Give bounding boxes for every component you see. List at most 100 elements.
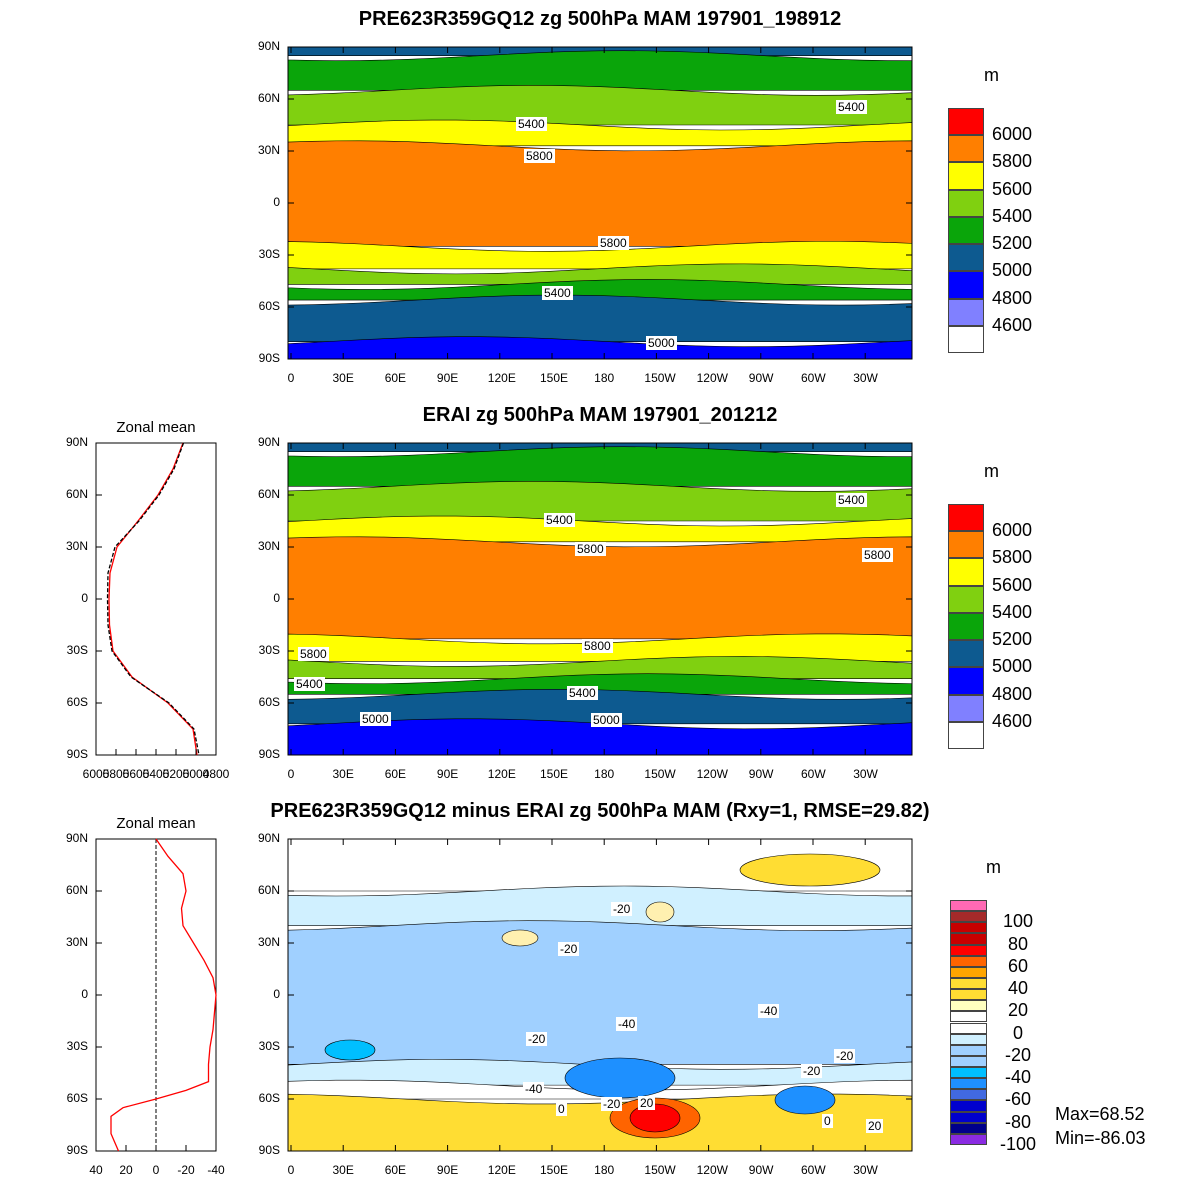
lat-tick-label: 30N <box>257 935 280 949</box>
lon-tick-label: 90W <box>748 1163 774 1177</box>
zonal-mean-plot <box>95 442 217 756</box>
anomaly-blob <box>645 901 675 923</box>
contour-band <box>287 263 913 285</box>
contour-label: -20 <box>834 1049 856 1063</box>
colorbar-label: 6000 <box>992 520 1033 541</box>
lon-tick-label: 180 <box>594 767 615 781</box>
colorbar-label: 5600 <box>992 574 1033 595</box>
lon-tick-label: 60E <box>384 1163 407 1177</box>
colorbar-label: 4800 <box>992 287 1033 308</box>
zonal-x-tick-label: 20 <box>119 1163 133 1177</box>
lat-tick-label: 60S <box>258 695 280 709</box>
colorbar-label: -100 <box>999 1134 1037 1154</box>
zonal-lat-tick-label: 90N <box>65 435 88 449</box>
contour-band <box>287 536 913 640</box>
contour-label: 5400 <box>836 493 867 507</box>
lon-tick-label: 120W <box>696 767 728 781</box>
colorbar-swatch <box>948 216 984 245</box>
zonal-lat-tick-label: 0 <box>81 987 88 1001</box>
contour-label: -20 <box>558 942 580 956</box>
colorbar-unit: m <box>984 65 999 85</box>
lat-tick-label: 90S <box>258 1143 280 1157</box>
contour-label: 5400 <box>544 513 575 527</box>
colorbar-label: 6000 <box>992 124 1033 145</box>
colorbar-swatch <box>948 244 984 272</box>
contour-band <box>287 50 913 91</box>
anomaly-blob <box>739 853 881 887</box>
colorbar-label: 5200 <box>992 233 1033 254</box>
contour-label: -40 <box>523 1082 545 1096</box>
lon-tick-label: 60E <box>384 371 407 385</box>
panel-title: PRE623R359GQ12 zg 500hPa MAM 197901_1989… <box>358 8 842 30</box>
zonal-mean-obs-line <box>106 442 200 756</box>
contour-label: 5400 <box>294 677 325 691</box>
colorbar-label: 5800 <box>992 151 1033 172</box>
colorbar-swatch <box>950 900 987 912</box>
contour-label: 5800 <box>575 542 606 556</box>
lon-tick-label: 60W <box>801 767 826 781</box>
colorbar-swatch <box>950 922 987 934</box>
colorbar-swatch <box>950 1133 987 1145</box>
contour-label: 5800 <box>582 639 613 653</box>
colorbar-swatch <box>948 189 984 217</box>
colorbar-swatch <box>950 944 987 956</box>
lat-tick-label: 60S <box>258 299 280 313</box>
lon-tick-label: 120W <box>696 371 728 385</box>
colorbar-label: 0 <box>1012 1022 1023 1043</box>
colorbar-swatch <box>948 108 984 136</box>
contour-label: 5800 <box>524 149 555 163</box>
lon-tick-label: 180 <box>594 371 615 385</box>
zonal-frame <box>95 442 217 756</box>
zonal-x-tick-label: -40 <box>207 1163 225 1177</box>
anomaly-blob <box>564 1057 676 1099</box>
max-stat: Max=68.52 <box>1055 1104 1145 1124</box>
contour-label: -40 <box>616 1017 638 1031</box>
colorbar-swatch <box>950 1089 987 1101</box>
colorbar-label: -20 <box>1004 1044 1031 1065</box>
lat-tick-label: 90S <box>258 351 280 365</box>
colorbar-swatch <box>950 955 987 967</box>
lon-tick-label: 90E <box>436 1163 459 1177</box>
lon-tick-label: 30W <box>853 371 878 385</box>
colorbar-swatch <box>948 558 984 586</box>
lon-tick-label: 150W <box>644 371 676 385</box>
lon-tick-label: 30W <box>853 767 878 781</box>
colorbar-unit: m <box>986 857 1001 877</box>
lon-tick-label: 90W <box>748 371 774 385</box>
contour-label: 20 <box>866 1119 884 1133</box>
lon-tick-label: 120E <box>487 371 516 385</box>
contour-label: 5000 <box>646 336 677 350</box>
lon-tick-label: 90E <box>436 767 459 781</box>
zonal-mean-title: Zonal mean <box>116 815 196 832</box>
colorbar-label: 5200 <box>992 629 1033 650</box>
zonal-mean-diff-line <box>110 838 217 1152</box>
lon-tick-label: 30E <box>332 1163 354 1177</box>
zonal-lat-tick-label: 30S <box>66 1039 88 1053</box>
contour-band <box>287 481 913 522</box>
colorbar-swatch <box>950 989 987 1001</box>
lat-tick-label: 90S <box>258 747 280 761</box>
zonal-x-tick-label: 0 <box>152 1163 160 1177</box>
colorbar-label: -60 <box>1004 1089 1031 1110</box>
colorbar-label: 4800 <box>992 683 1033 704</box>
contour-band <box>287 140 913 247</box>
colorbar-swatch <box>948 640 984 668</box>
colorbar-label: -40 <box>1004 1067 1031 1088</box>
anomaly-blob <box>774 1085 836 1115</box>
colorbar-label: 4600 <box>992 314 1033 335</box>
lat-tick-label: 0 <box>273 987 280 1001</box>
lat-tick-label: 60N <box>257 487 280 501</box>
contour-label: 5400 <box>516 117 547 131</box>
lon-tick-label: 180 <box>594 1163 615 1177</box>
zonal-lat-tick-label: 90S <box>66 747 88 761</box>
contour-label: 5000 <box>591 713 622 727</box>
contour-band <box>287 689 913 725</box>
contour-band <box>287 515 913 543</box>
zonal-x-tick-label: 6000 <box>82 767 110 781</box>
lat-tick-label: 30S <box>258 1039 280 1053</box>
contour-label: -20 <box>526 1032 548 1046</box>
zonal-x-tick-label: 5600 <box>122 767 150 781</box>
contour-map <box>287 838 913 1152</box>
contour-label: 0 <box>556 1102 567 1116</box>
colorbar-label: 5000 <box>992 656 1033 677</box>
